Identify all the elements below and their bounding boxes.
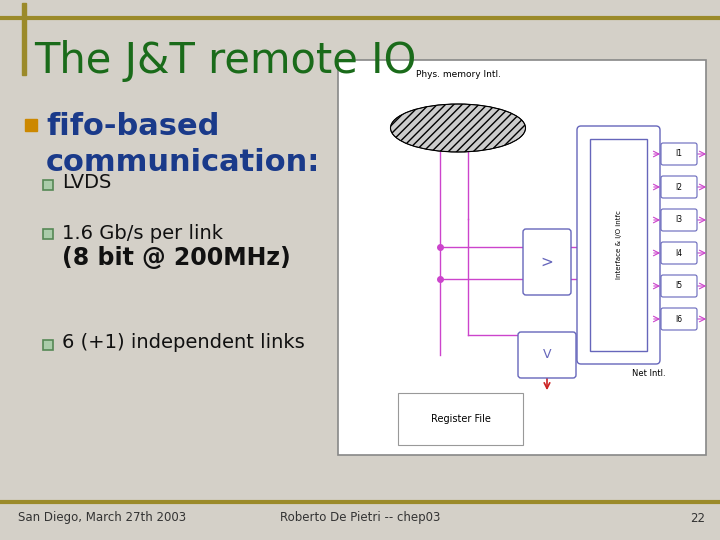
- Text: Roberto De Pietri -- chep03: Roberto De Pietri -- chep03: [280, 511, 440, 524]
- Text: V: V: [543, 348, 552, 361]
- FancyBboxPatch shape: [661, 308, 697, 330]
- Bar: [22, 3, 25, 75]
- Text: >: >: [541, 254, 554, 269]
- Text: Register File: Register File: [431, 414, 490, 424]
- FancyBboxPatch shape: [577, 126, 660, 364]
- Text: Phys. memory Intl.: Phys. memory Intl.: [415, 70, 500, 79]
- FancyBboxPatch shape: [661, 176, 697, 198]
- Text: I4: I4: [675, 248, 683, 258]
- Text: The J&T remote IO: The J&T remote IO: [34, 40, 416, 82]
- Bar: [590, 139, 647, 351]
- FancyBboxPatch shape: [518, 332, 576, 378]
- Bar: [398, 393, 523, 445]
- Text: 22: 22: [690, 511, 705, 524]
- Bar: [25, 119, 37, 131]
- FancyBboxPatch shape: [661, 275, 697, 297]
- Text: I2: I2: [675, 183, 683, 192]
- Text: I3: I3: [675, 215, 683, 225]
- Bar: [43, 340, 53, 350]
- Text: LVDS: LVDS: [62, 173, 112, 192]
- FancyBboxPatch shape: [523, 229, 571, 295]
- Text: I6: I6: [675, 314, 683, 323]
- FancyBboxPatch shape: [661, 242, 697, 264]
- Text: Interface & I/O intfc: Interface & I/O intfc: [616, 211, 621, 279]
- Ellipse shape: [390, 104, 526, 152]
- Text: fifo-based
communication:: fifo-based communication:: [46, 112, 320, 177]
- Bar: [338, 60, 706, 455]
- Text: (8 bit @ 200MHz): (8 bit @ 200MHz): [62, 246, 291, 270]
- Text: Net Intl.: Net Intl.: [631, 369, 665, 378]
- FancyBboxPatch shape: [661, 143, 697, 165]
- Text: I5: I5: [675, 281, 683, 291]
- Text: San Diego, March 27th 2003: San Diego, March 27th 2003: [18, 511, 186, 524]
- Text: 6 (+1) independent links: 6 (+1) independent links: [62, 334, 305, 353]
- Text: I1: I1: [675, 150, 683, 159]
- Bar: [43, 229, 53, 239]
- Text: 1.6 Gb/s per link: 1.6 Gb/s per link: [62, 224, 223, 243]
- Bar: [43, 180, 53, 190]
- FancyBboxPatch shape: [661, 209, 697, 231]
